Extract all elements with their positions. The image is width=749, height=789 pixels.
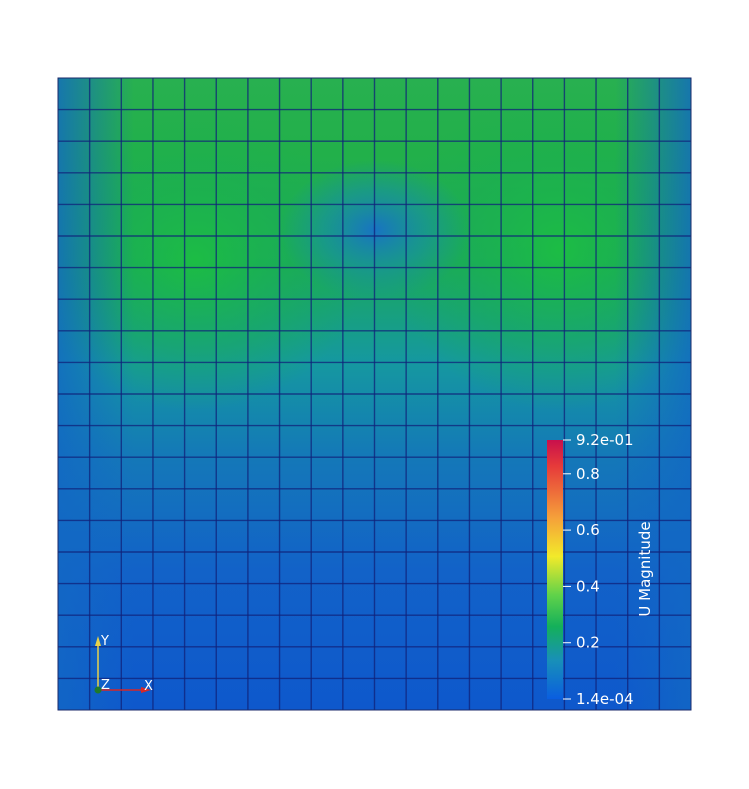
z-axis-label: Z: [101, 678, 110, 693]
colorbar-gradient: [547, 440, 563, 699]
colorbar: 0.8 0.6 0.4 0.2 9.2e-01 1.4e-04 U Magnitude: [547, 431, 654, 708]
mesh-grid: [58, 78, 691, 710]
x-axis-arrow: [141, 687, 151, 693]
x-axis-label: X: [144, 679, 153, 694]
colorbar-max-label: 9.2e-01: [576, 431, 634, 449]
colorbar-tick-label: 0.2: [576, 634, 600, 652]
domain-border: [57, 77, 692, 711]
y-axis-arrow: [95, 636, 101, 646]
colorbar-title: U Magnitude: [636, 521, 654, 616]
colorbar-tick-label: 0.6: [576, 521, 600, 539]
colorbar-ticks: 0.8 0.6 0.4 0.2: [563, 439, 600, 700]
z-axis-dot: [94, 686, 102, 694]
colorbar-tick-label: 0.4: [576, 577, 600, 595]
colorbar-min-label: 1.4e-04: [576, 690, 634, 708]
colorbar-tick-label: 0.8: [576, 465, 600, 483]
axes-triad: Y X Z: [94, 634, 153, 694]
y-axis-label: Y: [100, 634, 109, 649]
